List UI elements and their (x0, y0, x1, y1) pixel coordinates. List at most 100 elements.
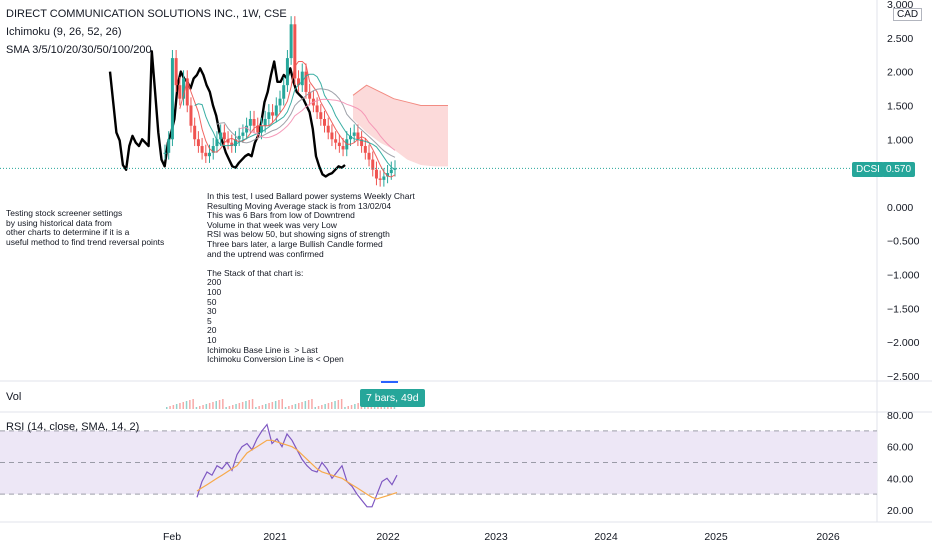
overlay-line (108, 50, 346, 178)
candle (393, 168, 397, 170)
ichimoku-legend[interactable]: Ichimoku (9, 26, 52, 26) (6, 26, 122, 38)
volume-bar (228, 406, 231, 409)
candle (263, 118, 267, 126)
volume-bar (268, 403, 270, 409)
volume-bar (222, 399, 224, 409)
candle (334, 139, 338, 143)
candle (337, 142, 341, 147)
volume-bar (340, 399, 343, 409)
volume-bar (278, 400, 280, 409)
candle (271, 112, 275, 116)
candle (204, 152, 208, 157)
candle (374, 169, 378, 179)
volume-bar (258, 406, 260, 409)
candle (267, 112, 271, 119)
ichimoku-cloud (353, 85, 448, 167)
rsi-pane-label: RSI (14, close, SMA, 14, 2) (6, 421, 140, 433)
candle (352, 132, 356, 136)
candle (274, 105, 278, 116)
volume-bar (288, 406, 290, 409)
rsi-ma-line (196, 439, 398, 500)
volume-bar (189, 400, 191, 409)
candle (297, 78, 301, 86)
price-tick-label: −1.500 (887, 303, 920, 315)
volume-bar (205, 404, 208, 409)
volume-bar (192, 399, 194, 409)
volume-bar (324, 404, 326, 409)
volume-bar (238, 403, 241, 409)
volume-bar (265, 404, 267, 409)
volume-bar (347, 406, 349, 409)
volume-bar (274, 401, 277, 409)
volume-bar (166, 407, 168, 409)
volume-bar (337, 400, 340, 409)
volume-bar (172, 405, 175, 409)
volume-bar (327, 403, 330, 409)
candle (193, 125, 197, 140)
price-tick-label: −2.000 (887, 337, 920, 349)
price-value-badge: 0.570 (882, 162, 916, 177)
moving-average-line (239, 98, 396, 151)
candle (245, 125, 249, 133)
candle (226, 139, 230, 143)
volume-bar (215, 401, 217, 409)
cloud-upper-line (352, 84, 448, 106)
volume-bar (380, 405, 382, 409)
volume-bar (179, 403, 181, 409)
volume-bar (255, 407, 257, 409)
price-tick-label: 2.500 (887, 33, 913, 45)
price-tick-label: −2.500 (887, 371, 920, 383)
candle (378, 178, 382, 180)
candle (304, 71, 308, 92)
candle (308, 91, 312, 99)
volume-bar (232, 405, 234, 409)
candle (185, 78, 189, 106)
volume-bar (350, 405, 353, 409)
volume-bar (251, 399, 254, 409)
rsi-tick-label: 20.00 (887, 505, 913, 517)
volume-bar (301, 402, 303, 409)
candle (293, 24, 297, 79)
currency-badge[interactable]: CAD (893, 8, 923, 21)
volume-bar (377, 406, 379, 409)
volume-bar (331, 402, 333, 409)
candle (341, 146, 345, 150)
range-marker (381, 381, 398, 383)
candle (278, 98, 282, 106)
volume-pane-label: Vol (6, 391, 22, 403)
candle (230, 142, 234, 147)
volume-bar (261, 405, 264, 409)
volume-bar (208, 403, 211, 409)
volume-bar (321, 405, 323, 409)
candle (389, 169, 393, 174)
sma-legend[interactable]: SMA 3/5/10/20/30/50/100/200 (6, 44, 152, 56)
volume-bar (169, 406, 171, 409)
price-tick-label: 2.000 (887, 67, 913, 79)
candle (323, 118, 327, 126)
candle (237, 135, 241, 140)
candle (300, 71, 304, 86)
candle (211, 146, 215, 153)
price-tick-label: −1.000 (887, 270, 920, 282)
candle (326, 125, 330, 133)
price-tick-label: 3.000 (887, 0, 913, 11)
volume-bar (317, 406, 320, 409)
volume-bar (271, 402, 274, 409)
moving-average-line (179, 61, 396, 178)
volume-bar (307, 400, 310, 409)
price-tick-label: 1.500 (887, 100, 913, 112)
candle (356, 132, 360, 140)
candle (200, 146, 204, 153)
volume-bar (248, 400, 250, 409)
time-tick-label: 2026 (816, 531, 840, 543)
candle (289, 24, 293, 59)
time-tick-label: 2021 (263, 531, 287, 543)
candle (233, 139, 237, 147)
candle (196, 139, 200, 147)
time-tick-label: 2024 (594, 531, 618, 543)
candle (219, 132, 223, 140)
volume-bar (195, 407, 198, 409)
volume-bar (281, 399, 283, 409)
candle (178, 85, 182, 99)
